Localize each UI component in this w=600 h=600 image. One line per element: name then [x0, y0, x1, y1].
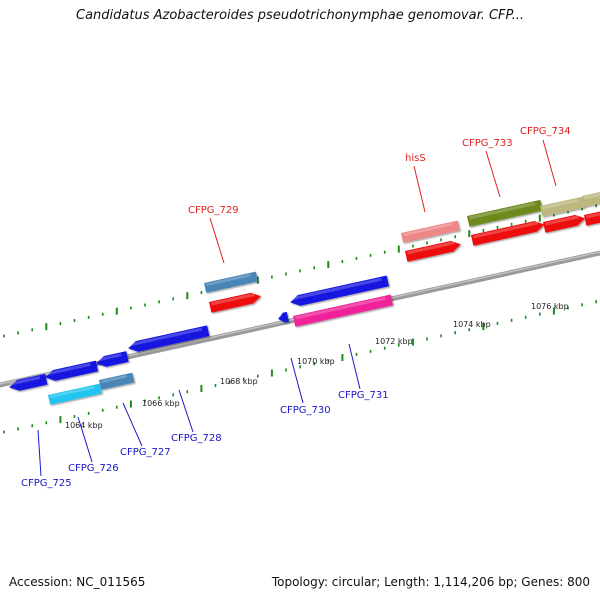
gene-sheen [101, 374, 128, 383]
gene-sheen [469, 202, 536, 220]
scale-label: 1070 kbp [297, 357, 335, 366]
gene-sheen [50, 385, 95, 398]
map-title: Candidatus Azobacteroides pseudotrichony… [76, 8, 524, 23]
scale-label: 1064 kbp [65, 421, 103, 430]
gene-arrow-g18 [540, 196, 586, 217]
scale-label: 1074 kbp [453, 320, 491, 329]
gene-sheen [10, 376, 41, 386]
gene-sheen [542, 198, 578, 210]
gene-shape [543, 214, 586, 233]
gene-arrow-g5 [48, 383, 102, 405]
gene-sheen [407, 241, 455, 255]
leader-line [178, 389, 194, 433]
leader-line [485, 150, 501, 198]
gene-arrow-g17 [471, 221, 545, 246]
gene-arrow-g19 [543, 214, 586, 233]
gene-label: CFPG_731 [338, 390, 389, 401]
gene-sheen [291, 277, 382, 301]
gene-shape [405, 240, 461, 262]
gene-sheen [46, 362, 91, 376]
gene-label: CFPG_728 [171, 433, 222, 444]
gene-label: CFPG_727 [120, 447, 171, 458]
gene-arrow-g21 [584, 211, 600, 226]
gene-sheen [206, 273, 251, 286]
gene-arrow-g15 [405, 240, 461, 262]
gene-shape [584, 211, 600, 226]
gene-shape [471, 221, 545, 246]
leader-line [413, 165, 426, 213]
gene-label: CFPG_733 [462, 138, 513, 149]
leader-line [77, 416, 93, 463]
gene-arrow-g9 [278, 311, 289, 323]
leader-line [209, 217, 225, 264]
scale-labels: 1064 kbp 1066 kbp 1068 kbp 1070 kbp 1072 kbp… [65, 302, 569, 430]
gene-sheen [403, 222, 453, 236]
leader-line [290, 357, 304, 404]
gene-arrow-g6 [99, 372, 135, 390]
gene-label: CFPG_734 [520, 126, 571, 137]
gene-arrow-g14 [401, 220, 460, 243]
tick-marks [3, 204, 598, 434]
leader-line [542, 139, 557, 187]
scale-label: 1068 kbp [220, 377, 258, 386]
gene-arrow-g13 [209, 292, 261, 313]
scale-label: 1066 kbp [142, 399, 180, 408]
gene-sheen [211, 293, 255, 306]
gene-arrow-g20 [582, 189, 600, 207]
gene-arrow-g4 [128, 325, 210, 352]
gene-label: hisS [405, 153, 426, 164]
gene-sheen [584, 192, 600, 200]
scale-label: 1072 kbp [375, 337, 413, 346]
gene-label: CFPG_726 [68, 463, 119, 474]
gene-sheen [295, 296, 386, 320]
gene-arrow-g3 [96, 351, 129, 367]
leader-line [348, 343, 361, 390]
gene-arrow-g11 [293, 294, 394, 327]
leader-line [37, 429, 42, 477]
gene-sheen [97, 353, 122, 362]
gene-sheen [545, 215, 579, 226]
gene-arrow-g2 [45, 360, 99, 381]
gene-label: CFPG_725 [21, 478, 72, 489]
gene-sheen [473, 221, 539, 239]
gene-arrow-g10 [290, 275, 390, 306]
genome-summary-text: Topology: circular; Length: 1,114,206 bp… [271, 575, 590, 589]
gene-shape [209, 292, 261, 313]
gene-shape [278, 311, 289, 323]
gene-arrow-g16 [467, 199, 543, 227]
accession-text: Accession: NC_011565 [9, 575, 146, 589]
gene-arrow-g12 [204, 271, 258, 293]
scale-label: 1076 kbp [531, 302, 569, 311]
gene-sheen [129, 327, 203, 347]
gene-sheen [279, 314, 282, 317]
gene-label: CFPG_729 [188, 205, 239, 216]
gene-arrow-g1 [9, 373, 48, 391]
gene-features [9, 189, 600, 405]
leader-line [122, 402, 143, 447]
gene-label: CFPG_730 [280, 405, 331, 416]
gene-shape [582, 189, 600, 207]
